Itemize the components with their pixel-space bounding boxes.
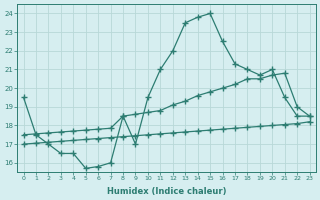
X-axis label: Humidex (Indice chaleur): Humidex (Indice chaleur): [107, 187, 226, 196]
